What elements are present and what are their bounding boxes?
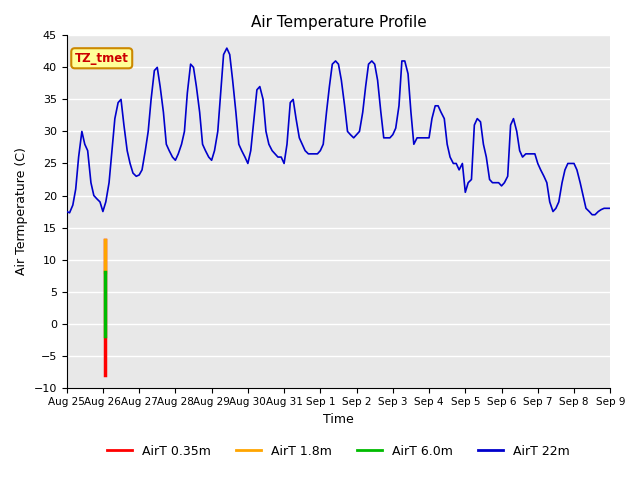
Y-axis label: Air Termperature (C): Air Termperature (C) <box>15 147 28 276</box>
X-axis label: Time: Time <box>323 413 354 426</box>
Legend: AirT 0.35m, AirT 1.8m, AirT 6.0m, AirT 22m: AirT 0.35m, AirT 1.8m, AirT 6.0m, AirT 2… <box>102 440 575 463</box>
Text: TZ_tmet: TZ_tmet <box>75 52 129 65</box>
Title: Air Temperature Profile: Air Temperature Profile <box>251 15 426 30</box>
